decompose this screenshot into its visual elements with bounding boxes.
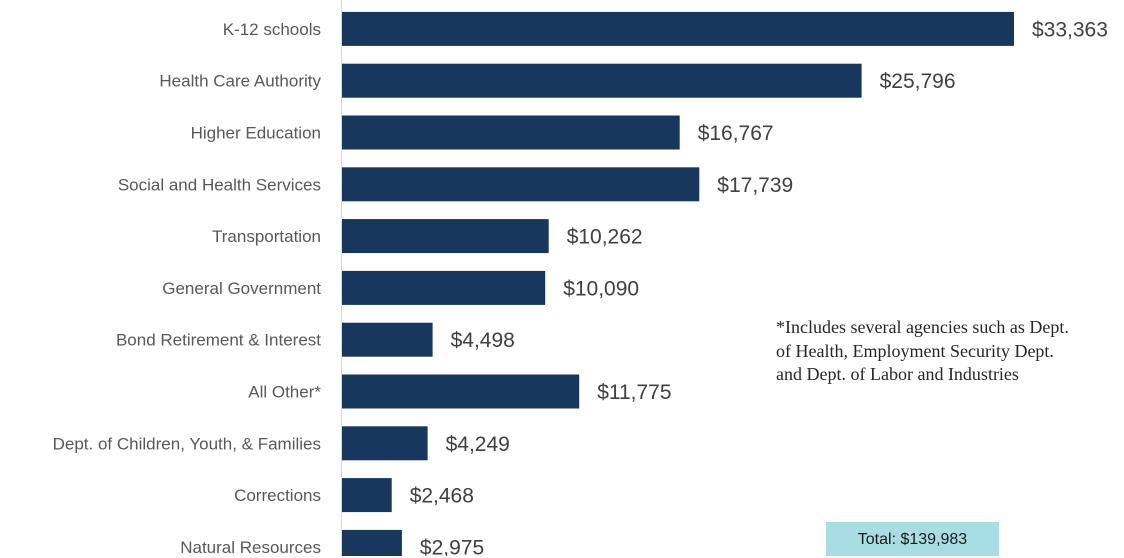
- footnote: *Includes several agencies such as Dept.…: [776, 317, 1069, 384]
- category-label: All Other*: [248, 383, 321, 402]
- category-label: Natural Resources: [180, 538, 321, 556]
- bar-3: [342, 167, 700, 202]
- value-label: $10,262: [567, 226, 643, 249]
- bar-0: [342, 11, 1014, 46]
- bar-5: [342, 270, 546, 305]
- category-label: General Government: [162, 279, 321, 298]
- value-label: $4,249: [446, 433, 510, 456]
- category-labels: K-12 schools Health Care Authority Higher …: [53, 20, 322, 556]
- value-label: $25,796: [880, 70, 956, 93]
- bar-8: [342, 426, 428, 461]
- value-label: $2,468: [410, 485, 474, 508]
- bars: [342, 11, 1014, 556]
- value-label: $11,775: [597, 381, 671, 404]
- bar-9: [342, 478, 392, 513]
- value-label: $17,739: [717, 174, 793, 197]
- category-label: Dept. of Children, Youth, & Families: [53, 434, 321, 453]
- bar-1: [342, 63, 862, 98]
- value-label: $2,975: [420, 536, 484, 556]
- bar-4: [342, 219, 549, 254]
- category-label: Bond Retirement & Interest: [116, 331, 321, 350]
- value-label: $4,498: [451, 329, 515, 352]
- category-label: Higher Education: [191, 124, 321, 143]
- value-label: $10,090: [563, 277, 639, 300]
- category-label: Transportation: [212, 227, 321, 246]
- value-labels: $33,363 $25,796 $16,767 $17,739 $10,262 $10,0…: [410, 18, 1108, 556]
- category-label: K-12 schools: [223, 20, 321, 39]
- bar-7: [342, 374, 580, 409]
- category-label: Social and Health Services: [118, 175, 321, 194]
- category-label: Health Care Authority: [159, 72, 321, 91]
- value-label: $33,363: [1032, 18, 1108, 41]
- bar-6: [342, 322, 433, 357]
- total-box: Total: $139,983: [826, 522, 999, 556]
- bar-2: [342, 115, 680, 150]
- value-label: $16,767: [698, 122, 774, 145]
- bar-10: [342, 529, 402, 556]
- category-label: Corrections: [234, 486, 321, 505]
